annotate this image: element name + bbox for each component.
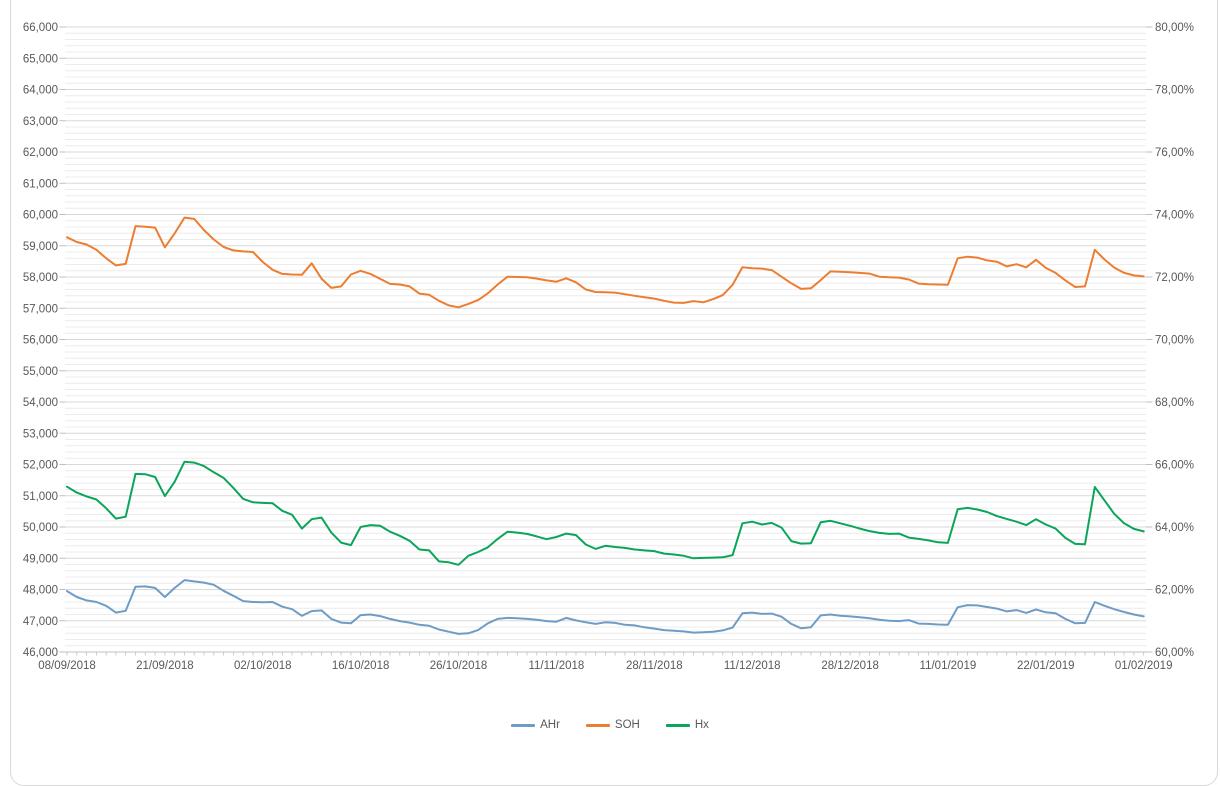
left-axis-tick-label: 49,000: [23, 553, 58, 565]
right-axis-tick-label: 66,00%: [1155, 460, 1194, 472]
left-axis-tick-label: 59,000: [23, 241, 58, 253]
legend-swatch-hx: [665, 723, 690, 727]
left-axis-tick-label: 66,000: [23, 22, 58, 34]
right-axis-labels: 80,00% 78,00% 76,00% 74,00% 72,00% 70,00% 68,0…: [1146, 22, 1194, 659]
left-axis-tick-label: 57,000: [23, 303, 58, 315]
left-axis-tick-label: 52,000: [23, 460, 58, 472]
x-axis-tick-label: 08/09/2018: [38, 660, 96, 672]
right-axis-tick-label: 76,00%: [1155, 147, 1194, 159]
left-axis-tick-label: 65,000: [23, 53, 58, 65]
series-line-hx[interactable]: [66, 460, 1145, 566]
legend-swatch-ahr: [511, 723, 536, 727]
series-line-soh[interactable]: [66, 216, 1145, 309]
x-axis-tick-label: 28/12/2018: [821, 660, 879, 672]
x-axis: [65, 651, 1146, 656]
x-axis-labels: 08/09/2018 21/09/2018 02/10/2018 16/10/2018…: [38, 660, 1172, 672]
x-axis-tick-label: 02/10/2018: [234, 660, 292, 672]
x-axis-tick-label: 11/01/2019: [920, 660, 977, 672]
left-axis-labels: 66,000 65,000 64,000 63,000 62,000 61,000 60,0…: [23, 22, 58, 659]
right-axis-tick-label: 74,00%: [1155, 210, 1194, 222]
series-line-ahr[interactable]: [66, 579, 1145, 635]
legend-item-soh[interactable]: SOH: [585, 719, 640, 731]
right-axis-tick-label: 72,00%: [1155, 272, 1194, 284]
left-axis-tick-label: 60,000: [23, 210, 58, 222]
legend: AHr SOH Hx: [0, 714, 1220, 736]
legend-label-ahr: AHr: [540, 719, 560, 731]
left-axis-tick-label: 46,000: [23, 647, 58, 659]
right-axis-tick-label: 78,00%: [1155, 85, 1194, 97]
x-axis-tick-label: 26/10/2018: [430, 660, 488, 672]
right-axis-tick-label: 80,00%: [1155, 22, 1194, 34]
left-axis-tick-label: 47,000: [23, 616, 58, 628]
x-axis-tick-label: 22/01/2019: [1017, 660, 1075, 672]
x-axis-tick-label: 11/11/2018: [528, 660, 584, 672]
left-axis-tick-label: 56,000: [23, 335, 58, 347]
minor-gridlines: [65, 32, 1146, 647]
legend-label-hx: Hx: [694, 719, 709, 731]
legend-swatch-soh: [585, 723, 610, 727]
right-axis-tick-label: 62,00%: [1155, 585, 1194, 597]
legend-item-hx[interactable]: Hx: [665, 719, 709, 731]
right-axis-tick-label: 64,00%: [1155, 522, 1194, 534]
left-axis-tick-label: 53,000: [23, 428, 58, 440]
x-axis-tick-label: 01/02/2019: [1115, 660, 1173, 672]
x-axis-tick-label: 21/09/2018: [136, 660, 194, 672]
left-axis-tick-label: 51,000: [23, 491, 58, 503]
legend-item-ahr[interactable]: AHr: [511, 719, 560, 731]
right-axis-tick-label: 60,00%: [1155, 647, 1194, 659]
x-axis-tick-label: 28/11/2018: [626, 660, 683, 672]
left-axis-tick-label: 58,000: [23, 272, 58, 284]
right-axis-tick-label: 68,00%: [1155, 397, 1194, 409]
left-axis-tick-label: 48,000: [23, 585, 58, 597]
legend-label-soh: SOH: [614, 719, 640, 731]
left-axis-tick-label: 50,000: [23, 522, 58, 534]
x-axis-tick-label: 11/12/2018: [724, 660, 781, 672]
left-axis-tick-label: 61,000: [23, 178, 58, 190]
right-axis-tick-label: 70,00%: [1155, 335, 1194, 347]
left-axis-tick-label: 64,000: [23, 85, 58, 97]
x-axis-tick-label: 16/10/2018: [332, 660, 390, 672]
left-axis-tick-label: 62,000: [23, 147, 58, 159]
left-axis-tick-label: 54,000: [23, 397, 58, 409]
major-gridlines: [59, 26, 1146, 653]
left-axis-tick-label: 55,000: [23, 366, 58, 378]
left-axis-tick-label: 63,000: [23, 116, 58, 128]
